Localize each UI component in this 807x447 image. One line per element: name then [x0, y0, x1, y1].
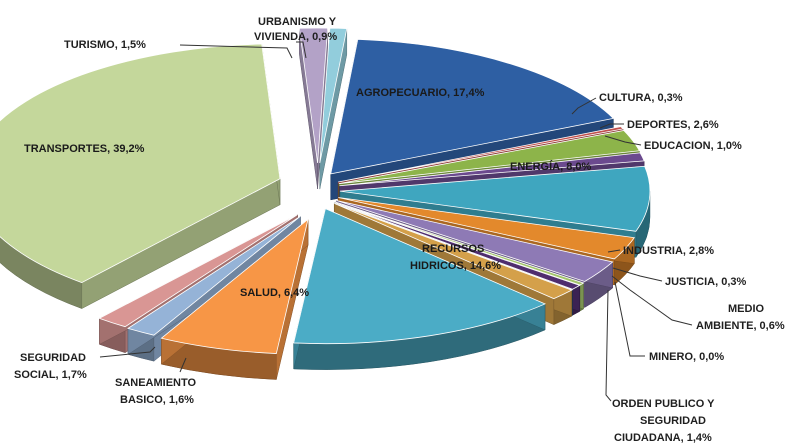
label-transportes: TRANSPORTES, 39,2%: [24, 143, 145, 155]
label-cultura: CULTURA, 0,3%: [599, 92, 683, 104]
slice-top-face: [334, 202, 573, 300]
label-recursos-line1: RECURSOS: [422, 243, 484, 255]
leader-lines: [99, 41, 693, 402]
slice-top-face: [338, 126, 624, 183]
label-saneamiento-line1: SANEAMIENTO: [115, 377, 197, 389]
label-justicia: JUSTICIA, 0,3%: [665, 276, 747, 288]
label-seguridad-line1: SEGURIDAD: [20, 352, 86, 364]
label-urbanismo-line2: VIVIENDA, 0,9%: [254, 31, 337, 43]
pie-slices: [0, 27, 651, 380]
slice-top-face: [338, 130, 641, 185]
label-orden-line2: SEGURIDAD: [640, 415, 706, 427]
label-orden-line1: ORDEN PUBLICO Y: [612, 398, 715, 410]
pie-slice-urbanismo-y-vivienda: [319, 27, 348, 190]
slice-top-face: [0, 43, 281, 284]
slice-top-face: [293, 208, 546, 345]
slice-top-face: [298, 27, 329, 164]
label-saneamiento-line2: BASICO, 1,6%: [120, 394, 194, 406]
slice-top-face: [339, 152, 645, 187]
slice-top-face: [98, 214, 298, 328]
label-seguridad-line2: SOCIAL, 1,7%: [14, 369, 87, 381]
label-educacion: EDUCACION, 1,0%: [644, 140, 742, 152]
pie-slice-transportes: [0, 43, 281, 309]
label-minero: MINERO, 0,0%: [649, 351, 724, 363]
label-agropecuario: AGROPECUARIO, 17,4%: [356, 87, 485, 99]
slice-top-face: [127, 215, 301, 336]
label-energia: ENERGÍA, 8,0%: [510, 160, 592, 173]
pie-slice-turismo: [298, 27, 329, 190]
slice-top-face: [319, 27, 348, 164]
label-medio-ambiente-line2: AMBIENTE, 0,6%: [696, 320, 785, 332]
pie-slice-recursos-hidricos: [293, 208, 546, 370]
label-recursos-line2: HIDRICOS, 14,6%: [410, 260, 501, 272]
label-orden-line3: CIUDADANA, 1,4%: [614, 432, 712, 444]
label-industria: INDUSTRIA, 2,8%: [623, 245, 714, 257]
slice-top-face: [339, 165, 651, 232]
label-deportes: DEPORTES, 2,6%: [627, 119, 719, 131]
slice-top-face: [160, 218, 309, 354]
slice-top-face: [336, 200, 614, 282]
label-medio-ambiente-line1: MEDIO: [728, 303, 765, 315]
label-salud: SALUD, 6,4%: [240, 287, 309, 299]
label-urbanismo-line1: URBANISMO Y: [258, 16, 337, 28]
slice-top-face: [338, 197, 636, 260]
label-turismo: TURISMO, 1,5%: [64, 39, 146, 51]
pie-slice-salud: [160, 218, 309, 380]
slice-top-face: [330, 38, 615, 175]
slice-labels: TURISMO, 1,5% URBANISMO Y VIVIENDA, 0,9%…: [14, 16, 785, 444]
slice-top-face: [335, 201, 585, 286]
